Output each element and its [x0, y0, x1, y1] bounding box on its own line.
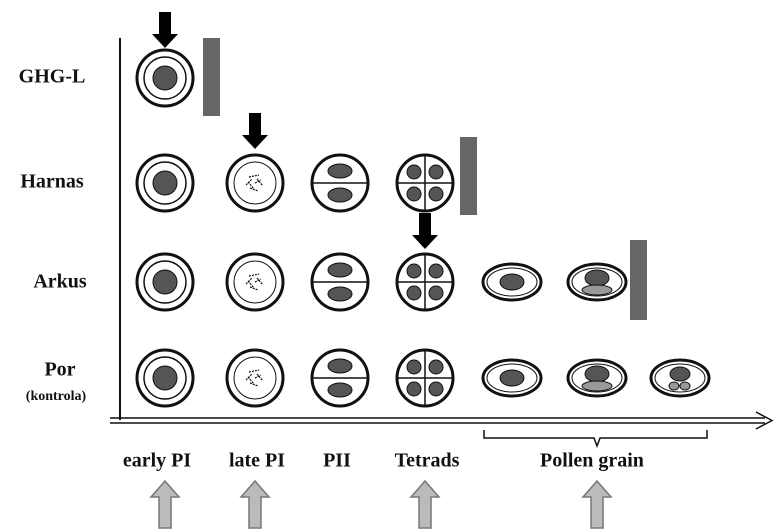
- diagram: GHG-L Harnas Arkus Por (kontrola) early …: [0, 0, 774, 529]
- nucleus: [328, 383, 352, 397]
- nucleus: [585, 270, 609, 286]
- nucleus: [328, 359, 352, 373]
- row-label: Harnas: [20, 171, 84, 193]
- sampling-arrow: [411, 481, 439, 528]
- generative-cell: [582, 285, 612, 295]
- nucleus: [429, 286, 443, 300]
- nucleus: [153, 270, 177, 294]
- stage-label: Pollen grain: [540, 450, 644, 472]
- row-label: Arkus: [33, 271, 87, 293]
- generative-cell: [582, 381, 612, 391]
- nucleus: [500, 274, 524, 290]
- brace: [484, 430, 707, 446]
- stage-label: PII: [323, 450, 351, 472]
- nucleus: [429, 187, 443, 201]
- row-note: (kontrola): [26, 389, 87, 404]
- axis-arrowhead: [756, 412, 772, 429]
- nucleus: [328, 164, 352, 178]
- nucleus: [585, 366, 609, 382]
- sampling-arrow: [151, 481, 179, 528]
- sperm-cell: [680, 382, 690, 390]
- nucleus: [429, 360, 443, 374]
- nucleus: [429, 264, 443, 278]
- row-label: Por: [44, 359, 75, 381]
- nucleus: [500, 370, 524, 386]
- stage-arrow: [152, 12, 178, 48]
- duration-bar: [203, 38, 220, 116]
- nucleus: [670, 367, 690, 381]
- row-label: GHG-L: [19, 66, 86, 88]
- sperm-cell: [669, 382, 679, 390]
- nucleus: [328, 263, 352, 277]
- nucleus: [407, 264, 421, 278]
- nucleus: [153, 171, 177, 195]
- nucleus: [328, 188, 352, 202]
- sampling-arrow: [241, 481, 269, 528]
- nucleus: [153, 366, 177, 390]
- nucleus: [429, 165, 443, 179]
- stage-label: late PI: [229, 450, 285, 472]
- nucleus: [328, 287, 352, 301]
- stage-label: Tetrads: [395, 450, 460, 472]
- nucleus: [153, 66, 177, 90]
- duration-bar: [460, 137, 477, 215]
- stage-arrow: [412, 213, 438, 249]
- stage-label: early PI: [123, 450, 192, 472]
- nucleus: [407, 360, 421, 374]
- nucleus: [407, 286, 421, 300]
- nucleus: [407, 187, 421, 201]
- nucleus: [407, 165, 421, 179]
- nucleus: [429, 382, 443, 396]
- nucleus: [407, 382, 421, 396]
- duration-bar: [630, 240, 647, 320]
- stage-arrow: [242, 113, 268, 149]
- sampling-arrow: [583, 481, 611, 528]
